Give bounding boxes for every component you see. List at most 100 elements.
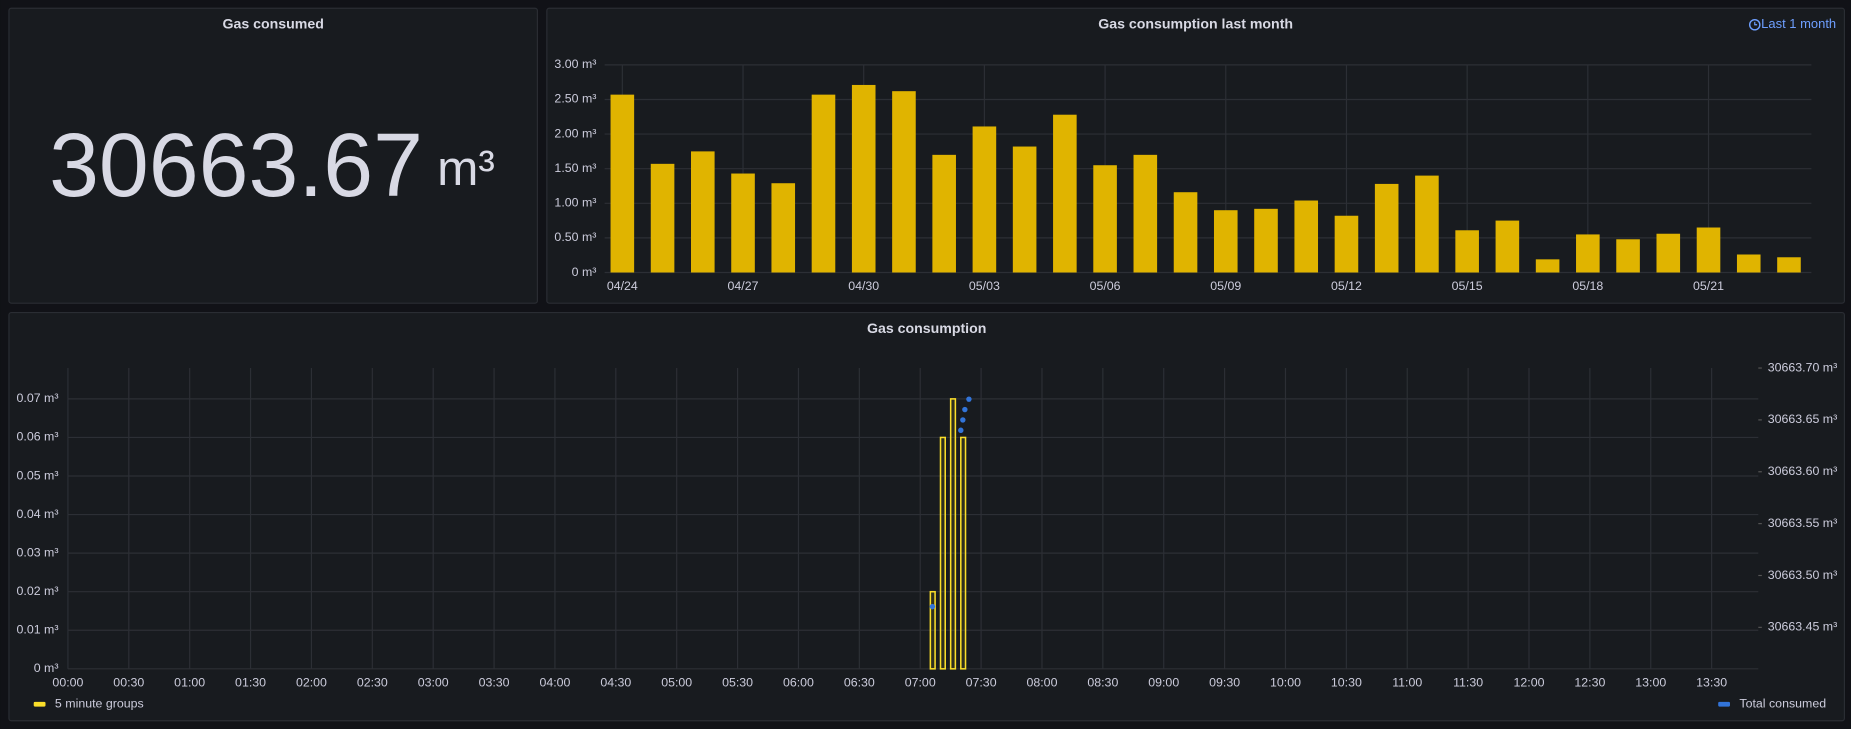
bar[interactable] [851, 84, 876, 273]
bar[interactable] [1374, 183, 1399, 273]
point[interactable] [966, 396, 972, 402]
y-tick-label: 2.50 m³ [554, 92, 596, 106]
x-tick-label: 03:00 [418, 675, 449, 689]
x-tick-label: 13:30 [1696, 675, 1727, 689]
x-tick-label: 05/21 [1693, 279, 1724, 293]
y-tick-label: 1.50 m³ [554, 161, 596, 175]
y-tick-label: 0.50 m³ [554, 230, 596, 244]
x-tick-label: 04/30 [848, 279, 879, 293]
stat-display: 30663.67 m³ [49, 115, 495, 215]
y-tick-label: 3.00 m³ [554, 57, 596, 71]
stat-unit: m³ [437, 141, 495, 196]
y-tick-label: 0.04 m³ [17, 507, 59, 521]
x-tick-label: 10:30 [1331, 675, 1362, 689]
bar[interactable] [1334, 215, 1359, 273]
y-tick-label: 0.07 m³ [17, 391, 59, 405]
x-tick-label: 07:00 [905, 675, 936, 689]
bar[interactable] [1495, 220, 1520, 273]
legend-label[interactable]: 5 minute groups [55, 696, 144, 710]
bar[interactable] [929, 590, 936, 670]
bar[interactable] [1012, 146, 1037, 273]
x-tick-label: 05/03 [969, 279, 1000, 293]
bar[interactable] [1535, 259, 1560, 273]
bar[interactable] [1455, 230, 1479, 273]
bar[interactable] [1696, 227, 1721, 273]
bar[interactable] [731, 173, 755, 273]
x-tick-label: 05/06 [1090, 279, 1121, 293]
x-tick-label: 04/24 [607, 279, 638, 293]
bar[interactable] [1415, 175, 1439, 273]
bar[interactable] [1213, 210, 1238, 273]
y2-tick-label: 30663.55 m³ [1768, 516, 1837, 530]
bar[interactable] [650, 163, 675, 273]
y-tick-label: 0.06 m³ [17, 430, 59, 444]
clock-hands [1754, 21, 1758, 26]
y2-tick-label: 30663.60 m³ [1768, 464, 1837, 478]
x-tick-label: 03:30 [479, 675, 510, 689]
bar[interactable] [1736, 254, 1761, 273]
y-tick-label: 0 m³ [572, 265, 597, 279]
point[interactable] [958, 427, 964, 433]
point[interactable] [962, 406, 968, 413]
y-tick-label: 0.02 m³ [17, 584, 59, 598]
y-tick-label: 0.03 m³ [17, 545, 59, 559]
legend-swatch [1718, 701, 1730, 707]
bar[interactable] [811, 94, 836, 273]
legend-swatch [33, 701, 46, 707]
x-tick-label: 05/18 [1572, 279, 1603, 293]
bar[interactable] [691, 151, 715, 273]
point[interactable] [929, 603, 936, 610]
bar[interactable] [1093, 165, 1117, 273]
y2-tick-label: 30663.65 m³ [1768, 412, 1837, 426]
x-tick-label: 04:30 [600, 675, 631, 689]
panel-title[interactable]: Gas consumption last month [1098, 16, 1293, 32]
x-tick-label: 06:30 [844, 675, 875, 689]
point[interactable] [960, 417, 966, 423]
x-tick-label: 11:30 [1453, 675, 1483, 689]
x-tick-label: 01:00 [174, 675, 205, 689]
stat-value: 30663.67 [49, 115, 423, 215]
bar[interactable] [1576, 234, 1600, 273]
y-tick-label: 0.01 m³ [17, 623, 59, 637]
x-tick-label: 05/09 [1210, 279, 1241, 293]
bar[interactable] [610, 94, 635, 273]
x-tick-label: 12:30 [1574, 675, 1605, 689]
x-tick-label: 02:00 [296, 675, 327, 689]
bar[interactable] [771, 183, 796, 273]
timeseries-panel [8, 312, 1846, 722]
bar[interactable] [932, 154, 956, 273]
legend-label[interactable]: Total consumed [1739, 696, 1826, 710]
panel-title[interactable]: Gas consumption [867, 320, 986, 336]
bar[interactable] [1777, 257, 1801, 273]
y2-tick-label: 30663.45 m³ [1768, 620, 1837, 634]
time-range[interactable]: Last 1 month [1761, 16, 1836, 31]
bar[interactable] [1294, 200, 1319, 273]
bar[interactable] [1133, 154, 1158, 273]
y2-tick-label: 30663.70 m³ [1768, 360, 1837, 374]
bar[interactable] [960, 436, 967, 670]
panel-title[interactable]: Gas consumed [222, 16, 323, 32]
y2-tick-label: 30663.50 m³ [1768, 568, 1837, 582]
stat-panel [8, 7, 538, 304]
x-tick-label: 08:00 [1026, 675, 1057, 689]
bar[interactable] [1254, 208, 1278, 273]
x-tick-label: 04/27 [728, 279, 759, 293]
bar[interactable] [892, 91, 916, 273]
x-tick-label: 12:00 [1514, 675, 1545, 689]
clock-icon[interactable] [1748, 18, 1761, 31]
bar[interactable] [1616, 239, 1640, 273]
bar[interactable] [1656, 233, 1681, 273]
bar[interactable] [1173, 192, 1198, 273]
x-tick-label: 09:30 [1209, 675, 1240, 689]
bar[interactable] [1053, 114, 1077, 273]
bar[interactable] [939, 436, 946, 670]
x-tick-label: 07:30 [966, 675, 997, 689]
bar[interactable] [972, 126, 997, 273]
x-tick-label: 05:30 [722, 675, 753, 689]
bar[interactable] [949, 398, 957, 670]
x-tick-label: 00:30 [113, 675, 144, 689]
y-tick-label: 1.00 m³ [554, 196, 596, 210]
x-tick-label: 13:00 [1635, 675, 1666, 689]
x-tick-label: 04:00 [539, 675, 570, 689]
